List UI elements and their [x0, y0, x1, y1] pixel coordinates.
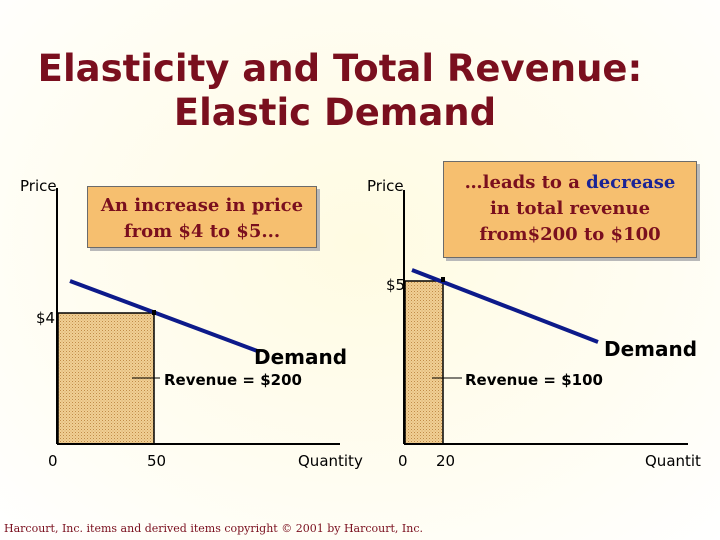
- slide-title-line-2: Elastic Demand: [173, 91, 497, 134]
- callout-highlight: decrease: [586, 172, 676, 193]
- left-price-point: [152, 310, 156, 315]
- right-x-axis-label: Quantit: [645, 452, 701, 470]
- right-demand-label: Demand: [604, 337, 697, 361]
- right-revenue-area: [404, 280, 444, 445]
- callout-line-3: from$200 to $100: [479, 224, 661, 245]
- left-price-tick: $4: [36, 309, 55, 327]
- right-graph: Price $5 0 20 Quantit Demand Revenue = $…: [367, 177, 701, 470]
- left-graph: Price $4 0 50 Quantity Demand Revenue = …: [20, 177, 363, 470]
- left-x-axis-label: Quantity: [298, 452, 363, 470]
- callout-line-1: …leads to a decrease: [444, 170, 696, 196]
- right-price-tick: $5: [386, 276, 405, 294]
- right-revenue-label: Revenue = $100: [465, 371, 603, 389]
- price-increase-callout: An increase in price from $4 to $5...: [87, 186, 317, 248]
- right-price-point: [441, 277, 445, 282]
- callout-line-2: in total revenue: [489, 198, 651, 219]
- revenue-decrease-callout: …leads to a decrease in total revenue fr…: [443, 161, 697, 258]
- right-quantity-tick: 20: [436, 452, 455, 470]
- callout-prefix: …leads to a: [464, 172, 587, 193]
- left-quantity-tick: 50: [147, 452, 166, 470]
- copyright-footer: Harcourt, Inc. items and derived items c…: [4, 522, 423, 535]
- callout-line-1: An increase in price: [100, 195, 304, 216]
- left-y-axis-label: Price: [20, 177, 57, 195]
- right-origin-tick: 0: [398, 452, 408, 470]
- left-revenue-label: Revenue = $200: [164, 371, 302, 389]
- left-origin-tick: 0: [48, 452, 58, 470]
- callout-line-2: from $4 to $5...: [123, 221, 281, 242]
- left-demand-curve: [69, 279, 261, 354]
- left-demand-label: Demand: [254, 345, 347, 369]
- right-y-axis-label: Price: [367, 177, 404, 195]
- slide-title-line-1: Elasticity and Total Revenue:: [37, 47, 643, 90]
